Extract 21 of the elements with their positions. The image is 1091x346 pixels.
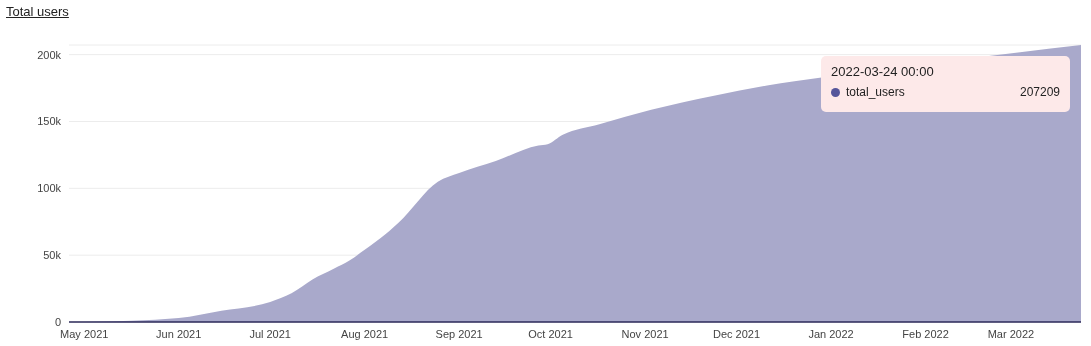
x-tick-label: Oct 2021 bbox=[528, 327, 573, 340]
tooltip-box: 2022-03-24 00:00 total_users 207209 bbox=[821, 56, 1070, 112]
x-tick-label: Sep 2021 bbox=[435, 327, 483, 340]
x-tick-label: Feb 2022 bbox=[902, 327, 949, 340]
chart-title: Total users bbox=[6, 4, 69, 19]
annotation: 207209 bbox=[1019, 85, 1060, 99]
y-tick-label: 50k bbox=[43, 249, 62, 262]
y-tick-label: 150k bbox=[37, 115, 62, 128]
y-tick-label: 200k bbox=[37, 48, 62, 61]
y-tick-label: 0 bbox=[54, 315, 61, 328]
annotation: 2022-03-24 00:00 bbox=[831, 64, 935, 79]
x-tick-label: Jun 2021 bbox=[156, 327, 202, 340]
x-tick-label: Aug 2021 bbox=[341, 327, 389, 340]
x-tick-label: Mar 2022 bbox=[987, 327, 1035, 340]
x-tick-label: Jan 2022 bbox=[808, 327, 854, 340]
x-tick-label: Dec 2021 bbox=[713, 327, 761, 340]
x-tick-label: Jul 2021 bbox=[249, 327, 291, 340]
x-tick-label: Nov 2021 bbox=[621, 327, 669, 340]
y-tick-label: 100k bbox=[37, 182, 62, 195]
x-tick-label: May 2021 bbox=[60, 327, 109, 340]
annotation: total_users bbox=[846, 85, 905, 99]
